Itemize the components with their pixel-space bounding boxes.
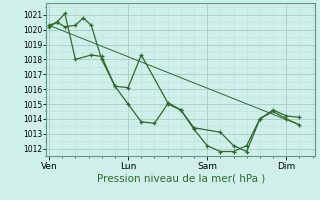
X-axis label: Pression niveau de la mer( hPa ): Pression niveau de la mer( hPa ): [97, 173, 265, 183]
